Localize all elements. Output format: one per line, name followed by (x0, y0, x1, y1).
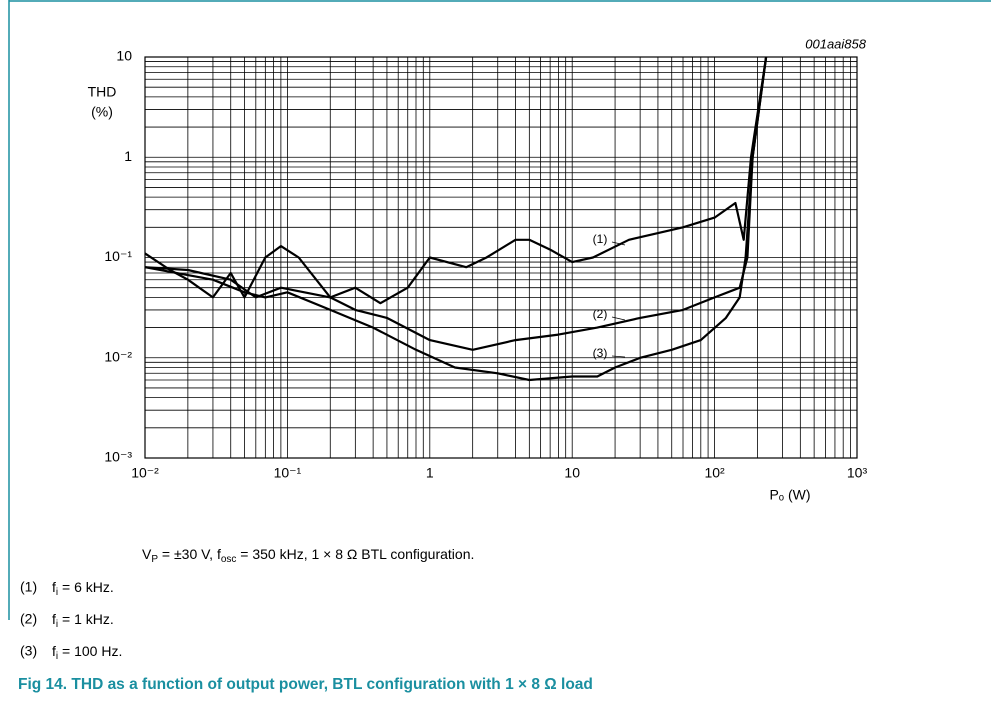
text-run: = 350 kHz, 1 × 8 Ω BTL configuration. (236, 546, 474, 562)
series-label: (2) (593, 307, 608, 321)
y-tick-label: 10⁻³ (104, 449, 132, 465)
x-tick-label: 10³ (847, 465, 868, 481)
y-tick-label: 1 (124, 148, 132, 164)
leader-line (611, 355, 626, 358)
subscript: i (56, 651, 58, 662)
note-label: (3) (20, 643, 37, 659)
text-run: = 1 kHz. (58, 611, 114, 627)
x-tick-label: 1 (426, 465, 434, 481)
text-run: = 100 Hz. (58, 643, 122, 659)
note-text: fi = 1 kHz. (52, 611, 114, 630)
x-tick-label: 10⁻² (131, 465, 159, 481)
series-line (144, 56, 768, 382)
x-tick-label: 10 (564, 465, 580, 481)
leader-line (611, 316, 626, 321)
series-line (144, 56, 768, 305)
note-text: VP = ±30 V, fosc = 350 kHz, 1 × 8 Ω BTL … (142, 546, 474, 565)
text-run: = 6 kHz. (58, 579, 114, 595)
note-text: fi = 100 Hz. (52, 643, 122, 662)
text-run: f (52, 611, 56, 627)
note-label: (1) (20, 579, 37, 595)
x-tick-label: 10² (704, 465, 725, 481)
series-label: (1) (593, 232, 608, 246)
y-axis-label: THD (88, 84, 117, 100)
note-label: (2) (20, 611, 37, 627)
x-tick-label: 10⁻¹ (274, 465, 302, 481)
subscript: osc (221, 554, 237, 565)
subscript: i (56, 587, 58, 598)
text-run: f (52, 579, 56, 595)
y-tick-label: 10⁻² (104, 348, 132, 364)
y-tick-label: 10⁻¹ (104, 248, 132, 264)
figure-code: 001aai858 (805, 36, 866, 51)
leader-line (611, 241, 626, 246)
text-run: V (142, 546, 152, 562)
note-text: fi = 6 kHz. (52, 579, 114, 598)
subscript: i (56, 619, 58, 630)
x-axis-label: Pₒ (W) (769, 487, 810, 503)
text-run: f (52, 643, 56, 659)
series-line (144, 56, 768, 351)
text-run: = ±30 V, f (158, 546, 221, 562)
caption: Fig 14. THD as a function of output powe… (18, 676, 593, 693)
series-label: (3) (593, 346, 608, 360)
y-tick-label: 10 (116, 48, 132, 64)
plot-frame (144, 56, 858, 459)
subscript: P (151, 554, 158, 565)
y-axis-label: (%) (91, 104, 113, 120)
